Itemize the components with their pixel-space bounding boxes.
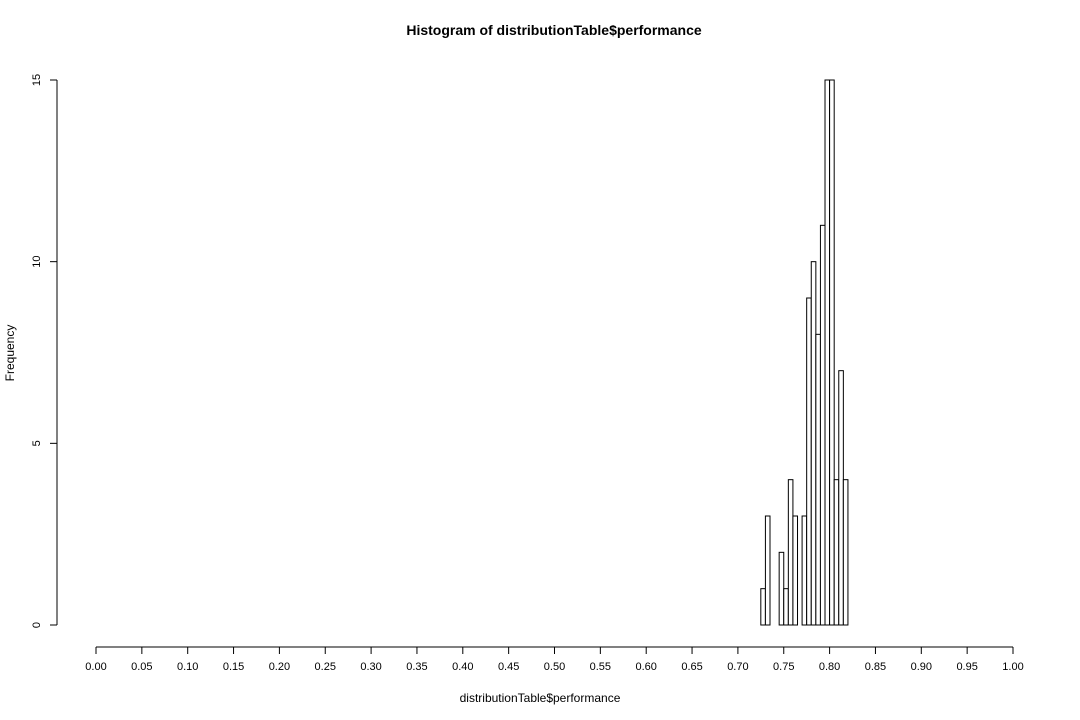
histogram-bar [815, 333, 821, 626]
x-tick-label: 0.65 [681, 661, 702, 673]
histogram-bar [787, 479, 794, 626]
histogram-bar [824, 79, 831, 626]
histogram-bar [760, 588, 766, 626]
x-tick-label: 1.00 [1002, 661, 1023, 673]
x-tick-label: 0.45 [498, 661, 519, 673]
x-tick-label: 0.95 [956, 661, 977, 673]
histogram-bar [792, 515, 799, 626]
x-tick-label: 0.75 [773, 661, 794, 673]
histogram-bar [829, 79, 835, 626]
x-tick-label: 0.35 [406, 661, 427, 673]
y-tick-label: 5 [31, 440, 43, 446]
x-tick-label: 0.00 [85, 661, 106, 673]
histogram-bar [783, 588, 789, 626]
y-axis-label: Frequency [3, 325, 17, 382]
x-tick-label: 0.70 [727, 661, 748, 673]
x-tick-label: 0.40 [452, 661, 473, 673]
x-tick-label: 0.90 [911, 661, 932, 673]
histogram-bar [810, 261, 817, 626]
x-tick-label: 0.10 [177, 661, 198, 673]
histogram-bar [842, 479, 849, 626]
histogram-bar [801, 515, 808, 626]
x-tick-label: 0.20 [269, 661, 290, 673]
x-tick-label: 0.30 [360, 661, 381, 673]
histogram-bar [806, 297, 812, 626]
histogram-bars [760, 79, 849, 626]
chart-title: Histogram of distributionTable$performan… [406, 22, 702, 38]
y-axis: 0 5 10 15 [31, 74, 58, 628]
x-tick-label: 0.25 [315, 661, 336, 673]
histogram-bar [764, 515, 771, 626]
x-axis: 0.00 0.05 0.10 0.15 0.20 0.25 0.30 0.35 0.40 0.45… [85, 646, 1024, 673]
y-tick-label: 15 [31, 74, 43, 86]
histogram-bar [833, 479, 840, 626]
x-tick-label: 0.80 [819, 661, 840, 673]
x-tick-label: 0.85 [865, 661, 886, 673]
x-tick-label: 0.55 [590, 661, 611, 673]
y-tick-label: 0 [31, 622, 43, 628]
histogram-bar [819, 224, 826, 626]
x-tick-label: 0.05 [131, 661, 152, 673]
x-tick-label: 0.50 [544, 661, 565, 673]
histogram-bar [778, 551, 785, 626]
x-axis-label: distributionTable$performance [460, 691, 621, 705]
x-tick-label: 0.60 [635, 661, 656, 673]
histogram-bar [838, 370, 844, 626]
y-tick-label: 10 [31, 256, 43, 268]
x-tick-label: 0.15 [223, 661, 244, 673]
